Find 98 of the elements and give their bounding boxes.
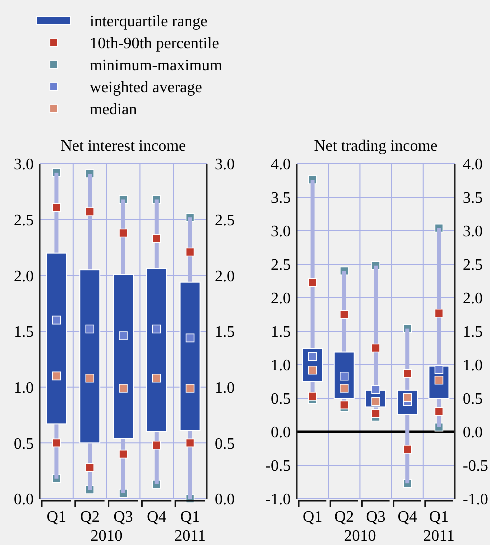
legend-label: 10th-90th percentile — [90, 36, 220, 53]
y-tick-label: 3.0 — [14, 156, 34, 174]
point — [152, 441, 162, 450]
bar — [180, 282, 201, 432]
x-tick-label: Q1 — [180, 509, 200, 526]
y-tick-label: 0.0 — [271, 424, 291, 442]
point — [52, 438, 62, 448]
point — [86, 324, 94, 334]
y2-tick-label: -0.5 — [463, 458, 488, 476]
y-tick-label: 0.5 — [14, 436, 34, 453]
point — [86, 463, 94, 472]
point — [186, 248, 195, 257]
point — [340, 372, 349, 381]
y2-tick-label: 0.5 — [463, 391, 483, 408]
bar — [146, 268, 168, 432]
y-tick-label: 2.0 — [271, 290, 291, 308]
point — [308, 366, 318, 375]
y2-tick-label: 1.0 — [463, 358, 483, 375]
point — [186, 334, 195, 343]
y2-tick-label: 0.0 — [215, 492, 235, 509]
point — [186, 438, 195, 448]
point — [308, 392, 318, 401]
y-tick-label: 3.5 — [271, 190, 291, 208]
point — [86, 208, 94, 216]
y-tick-label: -1.0 — [266, 492, 291, 509]
point — [119, 332, 128, 340]
y-tick-label: 1.0 — [14, 380, 34, 397]
y-tick-label: 3.0 — [271, 224, 291, 241]
point — [340, 384, 349, 393]
point — [403, 369, 412, 378]
text: 2011 — [423, 528, 455, 545]
point — [119, 228, 128, 238]
x-tick-label: Q1 — [303, 509, 323, 526]
x-tick-label: Q2 — [80, 509, 100, 526]
y-tick-label: 2.0 — [14, 268, 34, 286]
point — [434, 365, 444, 374]
y-tick-label: 0.5 — [271, 391, 291, 408]
y2-tick-label: 4.0 — [463, 156, 483, 174]
y-tick-label: -0.5 — [266, 458, 291, 476]
point — [403, 445, 412, 454]
point — [308, 352, 318, 362]
x-tick-label: Q1 — [429, 509, 449, 526]
y2-tick-label: 2.0 — [463, 290, 483, 308]
text: 2011 — [174, 528, 206, 545]
x-tick-label: Q1 — [46, 509, 66, 526]
x-tick-label: Q2 — [334, 509, 354, 526]
point — [119, 450, 128, 459]
point — [152, 374, 162, 383]
legend-label: minimum-maximum — [90, 58, 223, 75]
y2-tick-label: 1.0 — [215, 380, 235, 397]
y2-tick-label: 0.5 — [215, 436, 235, 453]
y2-tick-label: 3.0 — [463, 224, 483, 241]
point — [372, 344, 380, 353]
chart-title: Net trading income — [314, 138, 438, 155]
text: 2010 — [90, 528, 123, 545]
point — [52, 372, 62, 381]
point — [119, 384, 128, 393]
y2-tick-label: 3.5 — [463, 190, 483, 208]
legend-label: median — [90, 102, 138, 119]
y-tick-label: 1.0 — [271, 358, 291, 375]
y-tick-label: 2.5 — [271, 257, 291, 274]
point — [434, 408, 444, 416]
point — [340, 310, 349, 320]
y2-tick-label: 0.0 — [463, 424, 483, 442]
x-tick-label: Q4 — [398, 509, 418, 526]
point — [372, 385, 380, 394]
y2-tick-label: 2.5 — [215, 212, 235, 230]
y-tick-label: 4.0 — [271, 156, 291, 174]
point — [52, 316, 62, 325]
chart-title: Net interest income — [60, 138, 186, 155]
point — [308, 278, 318, 287]
bar — [113, 274, 134, 440]
legend-label: interquartile range — [90, 14, 208, 31]
point — [86, 374, 94, 383]
y2-tick-label: 1.5 — [463, 324, 483, 342]
y2-tick-label: 2.0 — [215, 268, 235, 286]
x-tick-label: Q4 — [147, 509, 167, 526]
point — [372, 410, 380, 418]
point — [152, 324, 162, 334]
y2-tick-label: 3.0 — [215, 156, 235, 174]
x-tick-label: Q3 — [366, 509, 386, 526]
y-tick-label: 1.5 — [271, 324, 291, 342]
y-tick-label: 2.5 — [14, 212, 34, 230]
y2-tick-label: -1.0 — [463, 492, 488, 509]
point — [186, 384, 195, 393]
point — [434, 309, 444, 318]
y2-tick-label: 1.5 — [215, 324, 235, 342]
bar — [80, 270, 101, 444]
point — [340, 400, 349, 410]
legend-label: weighted average — [90, 80, 202, 97]
text: 2010 — [344, 528, 376, 545]
bar — [46, 252, 68, 425]
y2-tick-label: 2.5 — [463, 257, 483, 274]
point — [52, 203, 62, 212]
point — [152, 234, 162, 244]
y-tick-label: 0.0 — [14, 492, 34, 509]
y-tick-label: 1.5 — [14, 324, 34, 342]
x-tick-label: Q3 — [114, 509, 134, 526]
